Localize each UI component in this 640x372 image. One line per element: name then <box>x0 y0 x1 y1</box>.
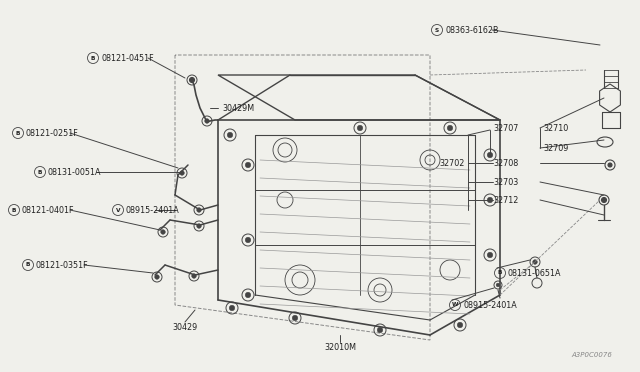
Circle shape <box>487 197 493 203</box>
Circle shape <box>245 292 251 298</box>
Text: 08131-0651A: 08131-0651A <box>508 269 561 278</box>
Text: B: B <box>12 208 16 212</box>
Text: 08121-0351F: 08121-0351F <box>36 260 88 269</box>
Circle shape <box>227 132 233 138</box>
Text: 08363-6162B: 08363-6162B <box>445 26 499 35</box>
Text: B: B <box>16 131 20 135</box>
Circle shape <box>532 260 537 264</box>
Text: 08131-0051A: 08131-0051A <box>48 167 102 176</box>
Circle shape <box>602 198 607 202</box>
Text: 32712: 32712 <box>493 196 518 205</box>
Circle shape <box>196 208 201 212</box>
Text: 08915-2401A: 08915-2401A <box>463 301 516 310</box>
Circle shape <box>378 327 383 333</box>
Circle shape <box>496 283 500 287</box>
Circle shape <box>189 77 195 83</box>
Circle shape <box>192 274 196 278</box>
Text: 32708: 32708 <box>493 158 518 167</box>
Circle shape <box>180 171 184 175</box>
Text: 08121-0401F: 08121-0401F <box>22 205 74 215</box>
Circle shape <box>357 125 363 131</box>
Circle shape <box>245 237 251 243</box>
Circle shape <box>608 163 612 167</box>
Circle shape <box>487 252 493 258</box>
Circle shape <box>458 322 463 328</box>
Text: 08121-0251F: 08121-0251F <box>26 128 79 138</box>
Text: B: B <box>26 263 30 267</box>
Text: 32703: 32703 <box>493 177 518 186</box>
Text: 32707: 32707 <box>493 124 518 132</box>
Circle shape <box>161 230 165 234</box>
Text: 30429M: 30429M <box>222 103 254 112</box>
Text: B: B <box>498 270 502 276</box>
Text: B: B <box>91 55 95 61</box>
Circle shape <box>229 305 235 311</box>
Circle shape <box>487 152 493 158</box>
Text: 32702: 32702 <box>440 158 465 167</box>
Circle shape <box>292 315 298 321</box>
Text: V: V <box>116 208 120 212</box>
Text: W: W <box>452 302 458 308</box>
Circle shape <box>245 162 251 168</box>
Text: 32709: 32709 <box>543 144 568 153</box>
Circle shape <box>205 119 209 123</box>
Text: A3P0C0076: A3P0C0076 <box>571 352 612 358</box>
Text: B: B <box>38 170 42 174</box>
Text: 30429: 30429 <box>172 324 198 333</box>
Text: 32710: 32710 <box>543 124 568 132</box>
Circle shape <box>447 125 452 131</box>
Text: 08915-2401A: 08915-2401A <box>126 205 180 215</box>
Circle shape <box>196 224 201 228</box>
Text: 08121-0451F: 08121-0451F <box>101 54 154 62</box>
Text: 32010M: 32010M <box>324 343 356 353</box>
Text: S: S <box>435 28 439 32</box>
Circle shape <box>155 275 159 279</box>
